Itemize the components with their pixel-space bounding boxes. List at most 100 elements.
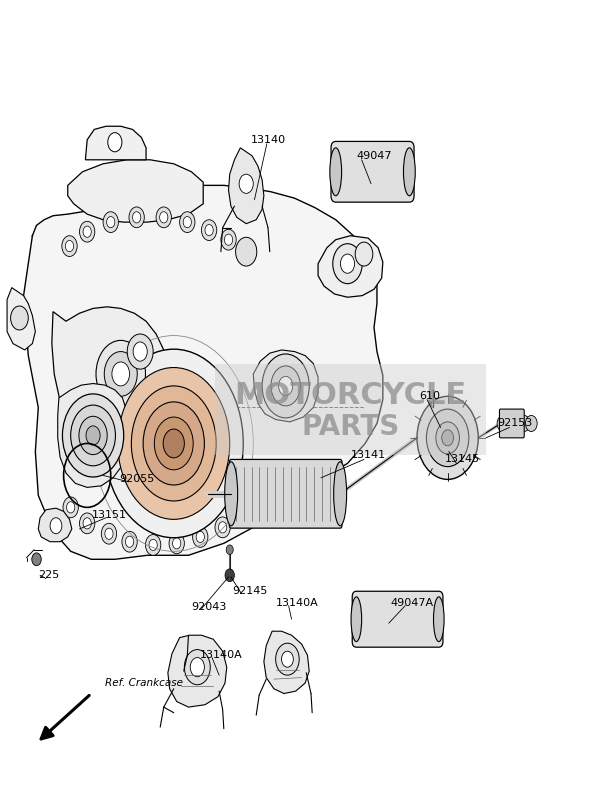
Circle shape	[242, 248, 250, 260]
Circle shape	[282, 651, 293, 667]
Circle shape	[67, 502, 75, 513]
Circle shape	[125, 536, 134, 547]
Bar	[215, 364, 486, 455]
Circle shape	[436, 422, 459, 454]
Circle shape	[62, 394, 124, 477]
Circle shape	[65, 240, 74, 252]
Circle shape	[63, 497, 78, 518]
Circle shape	[226, 545, 233, 555]
Text: 13151: 13151	[91, 511, 127, 520]
Circle shape	[83, 226, 91, 237]
Text: 13140A: 13140A	[276, 598, 319, 608]
Circle shape	[107, 217, 115, 228]
Polygon shape	[58, 384, 128, 487]
Circle shape	[149, 539, 157, 551]
Circle shape	[71, 405, 115, 466]
Text: 92153: 92153	[498, 419, 533, 428]
Circle shape	[112, 362, 130, 386]
Circle shape	[145, 535, 161, 555]
Circle shape	[156, 207, 171, 228]
Circle shape	[80, 513, 95, 534]
Circle shape	[62, 236, 77, 256]
Polygon shape	[68, 160, 203, 222]
Circle shape	[219, 522, 227, 533]
Text: PARTS: PARTS	[302, 413, 399, 442]
Circle shape	[196, 531, 204, 543]
Circle shape	[215, 517, 230, 538]
Circle shape	[127, 334, 153, 369]
Circle shape	[525, 415, 537, 431]
Circle shape	[355, 242, 373, 266]
Circle shape	[201, 220, 217, 240]
Circle shape	[279, 376, 293, 396]
Ellipse shape	[333, 462, 346, 526]
Circle shape	[122, 531, 137, 552]
Circle shape	[96, 340, 145, 407]
Circle shape	[504, 415, 516, 431]
Circle shape	[340, 254, 355, 273]
Circle shape	[221, 229, 236, 250]
Circle shape	[169, 533, 184, 554]
Polygon shape	[229, 148, 264, 224]
Circle shape	[497, 415, 509, 431]
Circle shape	[131, 386, 216, 501]
Circle shape	[193, 527, 208, 547]
Polygon shape	[24, 185, 383, 559]
Text: 92055: 92055	[119, 475, 154, 484]
Circle shape	[103, 212, 118, 233]
Circle shape	[160, 212, 168, 223]
Polygon shape	[85, 126, 146, 160]
Circle shape	[442, 430, 454, 446]
Circle shape	[190, 658, 204, 677]
Circle shape	[262, 354, 309, 418]
Circle shape	[224, 234, 233, 245]
Polygon shape	[318, 236, 383, 297]
Text: 13145: 13145	[445, 455, 480, 464]
Circle shape	[276, 643, 299, 675]
Polygon shape	[7, 288, 35, 350]
Ellipse shape	[403, 148, 415, 196]
Circle shape	[50, 518, 62, 534]
Circle shape	[104, 349, 243, 538]
Circle shape	[236, 237, 257, 266]
Circle shape	[163, 429, 184, 458]
Ellipse shape	[434, 597, 444, 642]
Polygon shape	[38, 508, 72, 542]
Circle shape	[180, 212, 195, 233]
Text: MOTORCYCLE: MOTORCYCLE	[234, 381, 466, 410]
Circle shape	[256, 491, 272, 512]
Circle shape	[271, 366, 300, 406]
Text: 225: 225	[38, 570, 59, 580]
Circle shape	[108, 133, 122, 152]
Text: 13140: 13140	[250, 135, 286, 145]
Polygon shape	[264, 631, 309, 694]
Circle shape	[205, 225, 213, 236]
Text: Ref. Crankcase: Ref. Crankcase	[105, 678, 183, 688]
Circle shape	[143, 402, 204, 485]
Text: 13141: 13141	[350, 451, 386, 460]
Circle shape	[101, 523, 117, 544]
FancyBboxPatch shape	[229, 459, 342, 528]
Text: 13140A: 13140A	[200, 650, 242, 660]
Circle shape	[417, 396, 478, 479]
Circle shape	[239, 174, 253, 193]
Circle shape	[239, 244, 254, 264]
Circle shape	[426, 409, 469, 467]
Text: 92043: 92043	[191, 602, 227, 612]
FancyBboxPatch shape	[499, 409, 524, 438]
Circle shape	[133, 342, 147, 361]
Text: 49047: 49047	[356, 151, 392, 161]
FancyBboxPatch shape	[331, 141, 414, 202]
Ellipse shape	[330, 148, 342, 196]
Text: 610: 610	[419, 391, 441, 400]
Circle shape	[32, 553, 41, 566]
Circle shape	[118, 368, 230, 519]
Text: 49047A: 49047A	[391, 598, 434, 608]
Polygon shape	[253, 350, 318, 422]
Polygon shape	[168, 635, 227, 707]
Circle shape	[183, 217, 191, 228]
Circle shape	[83, 518, 91, 529]
Circle shape	[104, 352, 137, 396]
Circle shape	[129, 207, 144, 228]
Circle shape	[518, 415, 530, 431]
